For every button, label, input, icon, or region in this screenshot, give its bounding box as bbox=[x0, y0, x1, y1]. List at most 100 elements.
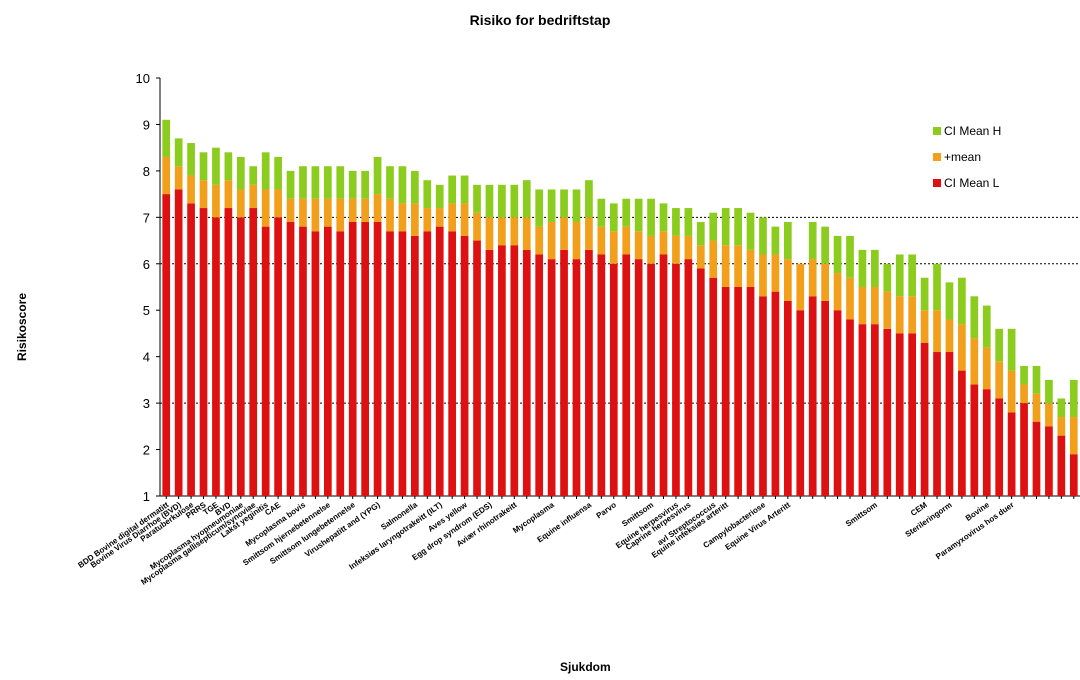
bar-segment bbox=[348, 170, 357, 199]
bar-segment bbox=[970, 384, 979, 496]
bar-segment bbox=[249, 166, 258, 185]
bar-segment bbox=[597, 254, 606, 496]
bar-segment bbox=[945, 282, 954, 320]
bar-segment bbox=[672, 208, 680, 236]
y-tick-label: 7 bbox=[143, 210, 150, 225]
bar-segment bbox=[386, 166, 394, 199]
bar-segment bbox=[1069, 417, 1078, 455]
bar-segment bbox=[821, 263, 829, 301]
bar-segment bbox=[846, 235, 854, 278]
bar-segment bbox=[821, 300, 829, 496]
bar-segment bbox=[236, 189, 245, 218]
bar-segment bbox=[398, 203, 407, 232]
bar-segment bbox=[572, 221, 581, 260]
bar-segment bbox=[771, 254, 780, 292]
bar-segment bbox=[672, 235, 680, 264]
bar-segment bbox=[473, 240, 481, 496]
bar-segment bbox=[833, 235, 842, 274]
bar-segment bbox=[522, 217, 531, 250]
bar-segment bbox=[908, 254, 917, 297]
bar-segment bbox=[510, 217, 519, 246]
bar-segment bbox=[236, 217, 245, 497]
bar-segment bbox=[398, 231, 407, 496]
legend-label: +mean bbox=[944, 150, 981, 164]
bar-segment bbox=[323, 198, 332, 227]
bar-segment bbox=[871, 249, 879, 287]
legend-label: CI Mean H bbox=[944, 124, 1001, 138]
bar-segment bbox=[348, 221, 357, 496]
bar-segment bbox=[323, 226, 332, 496]
bar-segment bbox=[684, 235, 693, 260]
bar-segment bbox=[622, 198, 631, 227]
bar-segment bbox=[609, 231, 618, 264]
bar-segment bbox=[734, 245, 742, 287]
bar-segment bbox=[734, 208, 742, 246]
bar-segment bbox=[995, 361, 1004, 399]
bar-segment bbox=[970, 338, 979, 385]
bar-segment bbox=[796, 263, 805, 311]
bar-segment bbox=[199, 208, 208, 497]
bar-segment bbox=[696, 268, 705, 496]
bar-segment bbox=[224, 208, 233, 497]
bar-segment bbox=[858, 324, 867, 496]
bar-segment bbox=[933, 352, 941, 496]
bar-segment bbox=[634, 259, 643, 496]
x-tick-label: Smittsom bbox=[844, 500, 879, 528]
bar-segment bbox=[485, 249, 494, 496]
bar-segment bbox=[498, 245, 506, 496]
bar-segment bbox=[634, 231, 643, 260]
bar-segment bbox=[945, 352, 954, 496]
bar-segment bbox=[833, 273, 842, 311]
bar-segment bbox=[261, 189, 270, 227]
bar-segment bbox=[1057, 435, 1066, 496]
bar-segment bbox=[286, 198, 295, 222]
bar-segment bbox=[895, 254, 904, 297]
bar-segment bbox=[933, 310, 941, 353]
bar-segment bbox=[411, 170, 419, 204]
bar-segment bbox=[771, 291, 780, 496]
bar-segment bbox=[411, 235, 419, 496]
bar-segment bbox=[721, 245, 730, 287]
bar-segment bbox=[920, 342, 929, 496]
bar-segment bbox=[858, 287, 867, 325]
bar-segment bbox=[311, 231, 320, 496]
y-tick-label: 10 bbox=[136, 71, 150, 86]
bar-segment bbox=[808, 296, 817, 496]
bar-segment bbox=[908, 333, 917, 496]
bar-segment bbox=[709, 277, 718, 496]
bar-segment bbox=[547, 259, 556, 496]
bar-segment bbox=[883, 263, 892, 292]
bar-segment bbox=[1020, 403, 1028, 496]
y-tick-label: 1 bbox=[143, 489, 150, 504]
bar-segment bbox=[958, 370, 966, 496]
bar-segment bbox=[721, 208, 730, 246]
bar-segment bbox=[547, 221, 556, 260]
bar-segment bbox=[846, 319, 854, 496]
bar-segment bbox=[373, 221, 382, 496]
bar-segment bbox=[448, 231, 457, 496]
bar-segment bbox=[224, 180, 233, 209]
legend-swatch bbox=[933, 153, 941, 161]
bar-segment bbox=[734, 287, 742, 496]
bar-segment bbox=[274, 156, 282, 190]
bar-segment bbox=[684, 259, 693, 496]
bar-segment bbox=[187, 175, 195, 204]
y-tick-label: 4 bbox=[143, 350, 150, 365]
legend-label: CI Mean L bbox=[944, 176, 1000, 190]
bar-segment bbox=[498, 184, 506, 218]
bar-segment bbox=[1032, 421, 1041, 496]
bar-segment bbox=[597, 198, 606, 227]
y-tick-label: 5 bbox=[143, 303, 150, 318]
bar-segment bbox=[696, 245, 705, 269]
bar-segment bbox=[895, 296, 904, 334]
bar-segment bbox=[522, 249, 531, 496]
bar-segment bbox=[684, 208, 693, 236]
y-tick-label: 9 bbox=[143, 117, 150, 132]
bar-segment bbox=[808, 221, 817, 260]
bar-segment bbox=[386, 231, 394, 496]
bar-segment bbox=[435, 226, 444, 496]
bar-segment bbox=[485, 184, 494, 218]
bar-segment bbox=[647, 198, 655, 236]
bar-segment bbox=[361, 221, 369, 496]
